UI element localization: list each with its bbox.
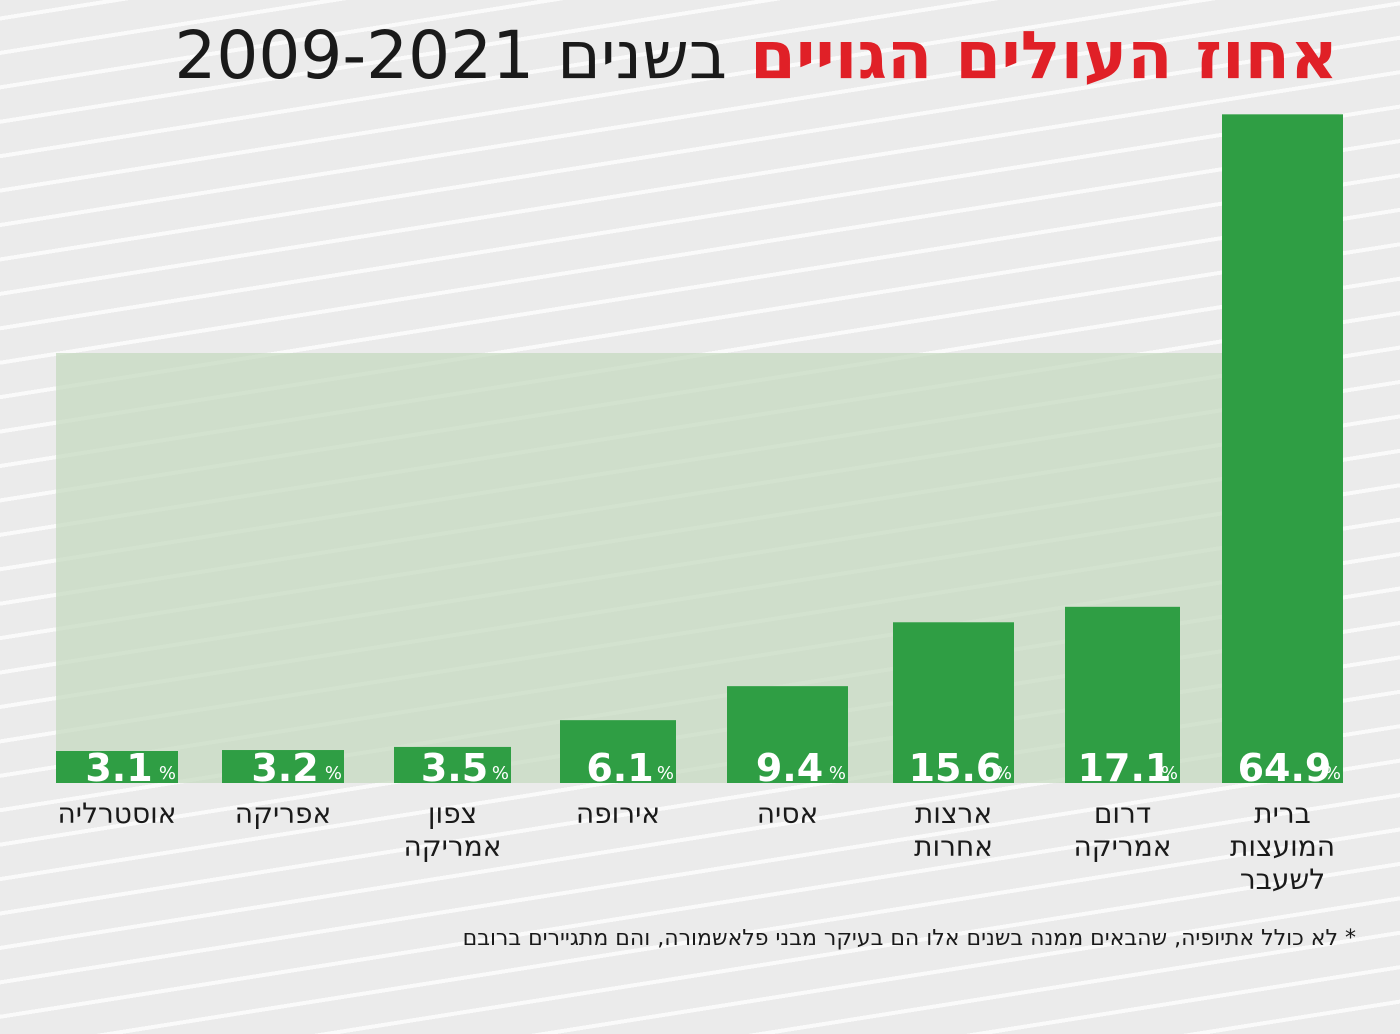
category-label: לשעבר (1240, 863, 1325, 896)
bar-value-label: 9.4 (756, 746, 823, 790)
bar-unit-label: % (829, 763, 846, 784)
bar-unit-label: % (325, 763, 342, 784)
chart-title-highlight: אחוז העולים הגויים (749, 17, 1338, 94)
category-label: המועצות (1230, 830, 1335, 863)
bar-value-label: 6.1 (586, 746, 653, 790)
category-label: אפריקה (235, 797, 331, 830)
footnote: * לא כולל אתיופיה, שהבאים ממנה בשנים אלו… (462, 926, 1356, 951)
bar-unit-label: % (995, 763, 1012, 784)
bar (1065, 606, 1180, 783)
highlight-band (56, 353, 1222, 783)
bar-unit-label: % (1161, 763, 1178, 784)
bar (222, 750, 344, 783)
category-label: אסיה (757, 797, 818, 830)
bar (727, 686, 848, 783)
bar (560, 720, 676, 783)
bar-unit-label: % (492, 763, 509, 784)
chart-title: אחוז העולים הגויים בשנים 2009-2021 (174, 14, 1338, 98)
category-label: אוסטרליה (58, 797, 177, 830)
category-label: ברית (1254, 797, 1311, 830)
category-label: אמריקה (1074, 830, 1172, 863)
bar-unit-label: % (1324, 763, 1341, 784)
category-label: צפון (428, 797, 477, 830)
bar-value-label: 3.1 (85, 746, 152, 790)
bar (56, 751, 178, 783)
chart-title-rest: בשנים (557, 17, 727, 94)
category-label: ארצות (915, 797, 992, 830)
category-label: אמריקה (404, 830, 502, 863)
bar (394, 746, 511, 783)
chart-title-years: 2009-2021 (174, 17, 535, 94)
bar (1222, 114, 1343, 784)
category-label: אחרות (914, 830, 993, 863)
bar-value-label: 3.2 (251, 746, 318, 790)
bar-unit-label: % (159, 763, 176, 784)
category-label: דרום (1094, 797, 1151, 830)
category-label: אירופה (576, 797, 660, 830)
bar-unit-label: % (657, 763, 674, 784)
bar-value-label: 17.1 (1078, 746, 1172, 790)
bar-value-label: 64.9 (1238, 746, 1332, 790)
bar-value-label: 3.5 (421, 746, 488, 790)
bar-value-label: 15.6 (909, 746, 1003, 790)
bar (893, 622, 1014, 783)
